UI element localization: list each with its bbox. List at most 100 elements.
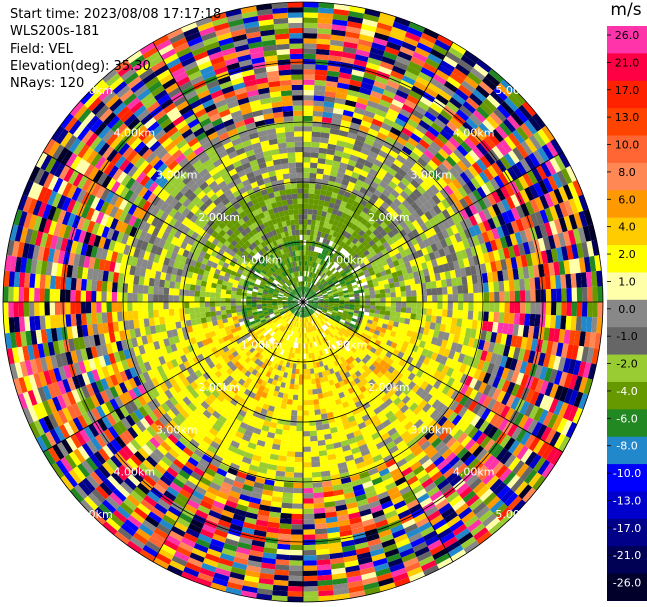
velocity-cell xyxy=(403,186,413,196)
velocity-cell xyxy=(326,257,332,263)
velocity-cell xyxy=(298,306,302,312)
velocity-cell xyxy=(370,324,377,330)
velocity-cell xyxy=(352,270,359,277)
velocity-cell xyxy=(354,307,360,311)
velocity-cell xyxy=(306,294,311,299)
velocity-cell xyxy=(391,528,407,539)
velocity-cell xyxy=(322,391,329,399)
velocity-cell xyxy=(401,145,413,156)
velocity-cell xyxy=(464,386,474,398)
velocity-cell xyxy=(364,457,375,467)
velocity-cell xyxy=(324,276,330,282)
velocity-cell xyxy=(334,226,341,233)
velocity-cell xyxy=(489,413,501,426)
velocity-cell xyxy=(392,337,400,345)
velocity-cell xyxy=(366,172,376,182)
velocity-cell xyxy=(211,358,220,366)
velocity-cell xyxy=(199,358,208,367)
velocity-cell xyxy=(166,329,174,339)
velocity-cell xyxy=(538,263,545,278)
velocity-cell xyxy=(414,319,421,327)
velocity-cell xyxy=(86,440,98,455)
velocity-cell xyxy=(327,271,333,277)
velocity-cell xyxy=(332,436,341,444)
velocity-cell xyxy=(231,518,245,527)
velocity-cell xyxy=(295,311,299,317)
velocity-cell xyxy=(429,514,444,526)
velocity-cell xyxy=(164,316,171,324)
velocity-cell xyxy=(533,182,544,197)
velocity-cell xyxy=(328,303,334,306)
velocity-cell xyxy=(515,161,527,176)
velocity-cell xyxy=(74,431,87,446)
velocity-cell xyxy=(312,110,324,117)
velocity-cell xyxy=(255,519,269,527)
velocity-cell xyxy=(169,315,176,324)
velocity-cell xyxy=(416,492,430,504)
velocity-cell xyxy=(330,557,345,565)
velocity-cell xyxy=(333,255,339,262)
velocity-cell xyxy=(404,261,412,269)
velocity-cell xyxy=(257,354,264,361)
velocity-cell xyxy=(353,290,360,294)
velocity-cell xyxy=(532,113,546,129)
velocity-cell xyxy=(278,308,284,312)
velocity-cell xyxy=(499,468,513,482)
velocity-cell xyxy=(77,445,90,461)
velocity-cell xyxy=(311,292,317,297)
velocity-cell xyxy=(307,379,312,385)
velocity-cell xyxy=(355,102,367,111)
velocity-cell xyxy=(368,150,379,160)
velocity-cell xyxy=(256,302,262,305)
velocity-cell xyxy=(424,462,437,474)
velocity-cell xyxy=(443,348,451,358)
velocity-cell xyxy=(296,316,299,322)
velocity-cell xyxy=(525,290,531,302)
velocity-cell xyxy=(348,228,355,236)
velocity-cell xyxy=(339,261,346,268)
velocity-cell xyxy=(345,364,352,372)
velocity-cell xyxy=(507,323,514,336)
velocity-cell xyxy=(363,72,377,81)
velocity-cell xyxy=(303,425,310,432)
velocity-cell xyxy=(346,575,363,583)
velocity-cell xyxy=(333,102,345,110)
velocity-cell xyxy=(351,244,358,251)
velocity-cell xyxy=(308,316,312,322)
velocity-cell xyxy=(275,335,281,342)
velocity-cell xyxy=(261,303,267,307)
velocity-cell xyxy=(341,56,355,65)
velocity-cell xyxy=(201,453,213,464)
velocity-cell xyxy=(367,350,375,358)
velocity-cell xyxy=(40,329,48,344)
velocity-cell xyxy=(130,356,139,367)
velocity-cell xyxy=(9,363,19,380)
velocity-cell xyxy=(505,334,513,347)
velocity-cell xyxy=(272,318,278,324)
velocity-cell xyxy=(303,152,311,158)
velocity-cell xyxy=(351,230,359,238)
velocity-cell xyxy=(477,222,487,234)
velocity-cell xyxy=(482,208,493,220)
velocity-cell xyxy=(314,414,322,421)
velocity-cell xyxy=(502,269,509,281)
velocity-cell xyxy=(335,283,341,288)
velocity-cell xyxy=(472,481,486,495)
velocity-cell xyxy=(335,316,341,321)
velocity-cell xyxy=(416,409,427,420)
velocity-cell xyxy=(14,362,24,379)
velocity-cell xyxy=(320,355,326,362)
velocity-cell xyxy=(350,330,357,336)
velocity-cell xyxy=(508,132,521,147)
velocity-cell xyxy=(343,190,352,199)
velocity-cell xyxy=(437,221,446,232)
velocity-cell xyxy=(305,348,309,354)
velocity-cell xyxy=(519,431,532,446)
velocity-cell xyxy=(274,312,280,317)
velocity-cell xyxy=(349,265,356,272)
velocity-cell xyxy=(418,521,433,533)
velocity-cell xyxy=(268,321,274,327)
velocity-cell xyxy=(327,292,333,296)
velocity-cell xyxy=(454,392,465,404)
velocity-cell xyxy=(395,55,411,66)
